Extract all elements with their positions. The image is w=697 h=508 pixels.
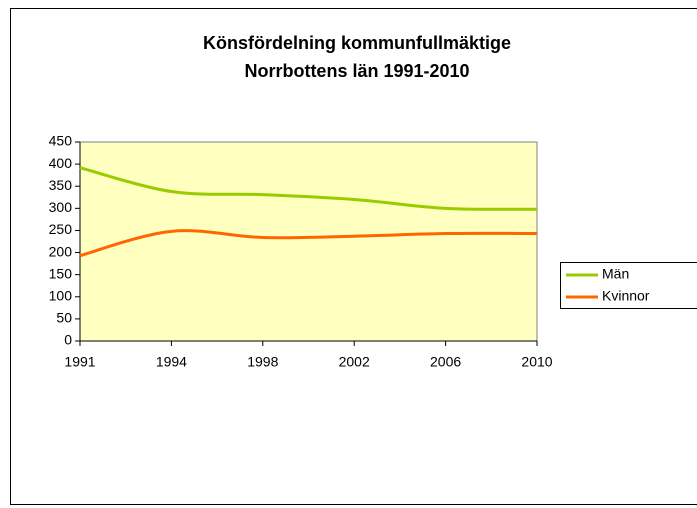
y-tick-label: 150 <box>49 265 73 281</box>
y-tick-label: 300 <box>49 199 73 215</box>
y-tick-label: 50 <box>56 310 72 326</box>
x-tick-label: 1991 <box>64 354 95 370</box>
y-tick-label: 350 <box>49 177 73 193</box>
x-tick-label: 2006 <box>430 354 461 370</box>
line-series <box>79 229 538 258</box>
legend-label: Män <box>602 266 629 282</box>
legend-box <box>560 262 697 309</box>
x-tick-label: 1994 <box>156 354 187 370</box>
y-tick-label: 400 <box>49 155 73 171</box>
y-tick-label: 450 <box>49 133 73 149</box>
y-tick-label: 250 <box>49 221 73 237</box>
y-tick-label: 200 <box>49 243 73 259</box>
y-tick-label: 100 <box>49 287 73 303</box>
x-tick-label: 2010 <box>521 354 552 370</box>
plot-area <box>79 141 538 342</box>
legend-label: Kvinnor <box>602 288 650 304</box>
y-tick-label: 0 <box>64 332 72 348</box>
line-series <box>79 166 538 211</box>
x-tick-label: 1998 <box>247 354 278 370</box>
chart-title: Könsfördelning kommunfullmäktige <box>203 33 511 53</box>
chart-title: Norrbottens län 1991-2010 <box>244 61 469 81</box>
x-tick-label: 2002 <box>339 354 370 370</box>
